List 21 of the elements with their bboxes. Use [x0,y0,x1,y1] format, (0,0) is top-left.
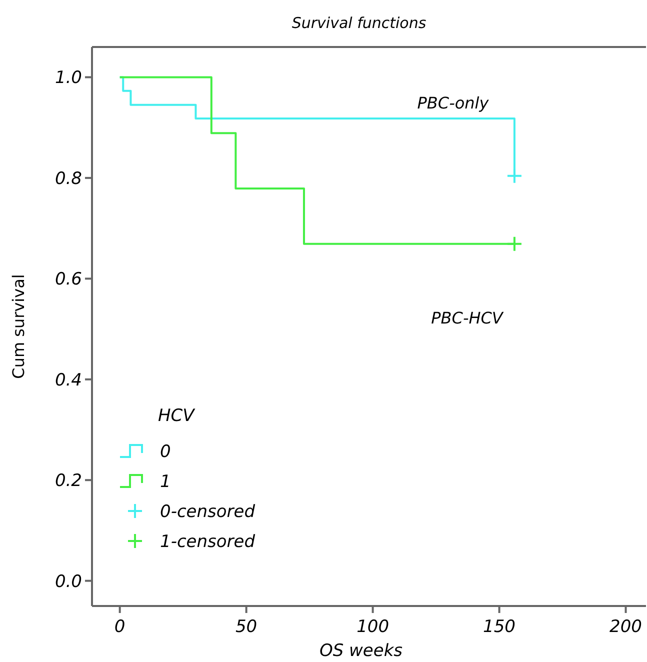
y-tick-label: 0.8 [54,168,82,189]
x-tick-label: 50 [235,617,258,637]
annotation: PBC-only [417,94,490,113]
legend-label: 0 [160,442,171,462]
y-axis-title: Cum survival [9,274,28,379]
y-tick-label: 0.2 [54,471,82,492]
y-tick-label: 0.0 [54,572,82,592]
x-tick-label: 150 [483,617,516,637]
annotation: PBC-HCV [431,308,504,328]
y-tick-label: 1.0 [54,68,82,88]
y-tick-label: 0.6 [54,270,82,290]
legend-label: 0-censored [160,502,256,522]
x-axis-title: OS weeks [319,641,403,661]
legend-title: HCV [158,406,196,426]
legend-label: 1 [160,472,171,492]
legend-label: 1-censored [160,532,256,552]
x-tick-label: 100 [356,617,390,637]
chart-title: Survival functions [292,14,426,32]
x-tick-label: 0 [114,617,126,637]
x-tick-label: 200 [610,617,642,637]
y-tick-label: 0.4 [54,370,82,390]
